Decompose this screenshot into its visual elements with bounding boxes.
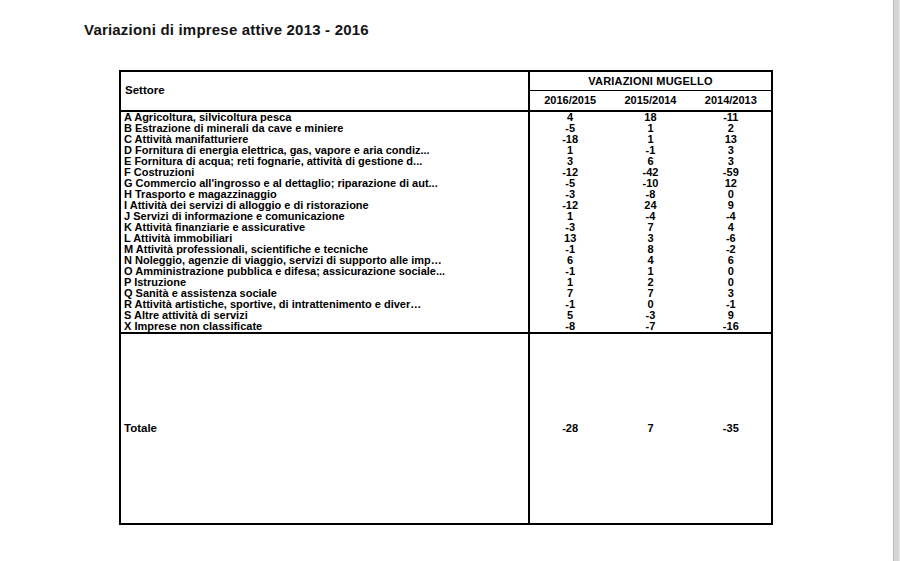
total-value: -28 [530, 423, 610, 434]
table-row: J Servizi di informazione e comunicazion… [121, 211, 771, 222]
total-label: Totale [121, 334, 530, 523]
sector-label: N Noleggio, agenzie di viaggio, servizi … [121, 255, 530, 266]
table-row: Q Sanità e assistenza sociale 7 7 3 [121, 288, 771, 299]
table-row: S Altre attività di servizi 5 -3 9 [121, 310, 771, 321]
sector-label: K Attività finanziarie e assicurative [121, 222, 530, 233]
sector-label: D Fornitura di energia elettrica, gas, v… [121, 145, 530, 156]
sector-label: B Estrazione di minerali da cave e minie… [121, 123, 530, 134]
table-row: G Commercio all'ingrosso e al dettaglio;… [121, 178, 771, 189]
sector-column-header: Settore [121, 72, 530, 110]
scrollbar-track[interactable] [893, 0, 900, 561]
sector-label: E Fornitura di acqua; reti fognarie, att… [121, 156, 530, 167]
year-column-header: 2015/2014 [610, 95, 690, 106]
table-row: C Attività manifatturiere -18 1 13 [121, 134, 771, 145]
table-row: K Attività finanziarie e assicurative -3… [121, 222, 771, 233]
table-rows: A Agricoltura, silvicoltura pesca 4 18 -… [121, 112, 771, 332]
year-column-headers: 2016/2015 2015/2014 2014/2013 [530, 91, 771, 110]
sector-label: Q Sanità e assistenza sociale [121, 288, 530, 299]
values-header-group: VARIAZIONI MUGELLO 2016/2015 2015/2014 2… [530, 72, 771, 110]
table-row: B Estrazione di minerali da cave e minie… [121, 123, 771, 134]
total-value: -35 [691, 423, 771, 434]
table-row: L Attività immobiliari 13 3 -6 [121, 233, 771, 244]
year-column-header: 2014/2013 [691, 95, 771, 106]
total-row: Totale -28 7 -35 [121, 332, 771, 523]
sector-label: M Attività professionali, scientifiche e… [121, 244, 530, 255]
sector-label: I Attività dei servizi di alloggio e di … [121, 200, 530, 211]
table-row: E Fornitura di acqua; reti fognarie, att… [121, 156, 771, 167]
sector-label: P Istruzione [121, 277, 530, 288]
sector-label: J Servizi di informazione e comunicazion… [121, 211, 530, 222]
sector-label: C Attività manifatturiere [121, 134, 530, 145]
table-row: X Imprese non classificate -8 -7 -16 [121, 321, 771, 332]
sector-label: X Imprese non classificate [121, 321, 530, 332]
sector-label: A Agricoltura, silvicoltura pesca [121, 112, 530, 123]
row-values: -8 -7 -16 [530, 321, 771, 332]
table-row: H Trasporto e magazzinaggio -3 -8 0 [121, 189, 771, 200]
value-2016-2015: -8 [530, 321, 610, 332]
table-row: A Agricoltura, silvicoltura pesca 4 18 -… [121, 112, 771, 123]
table-row: N Noleggio, agenzie di viaggio, servizi … [121, 255, 771, 266]
value-2014-2013: -16 [691, 321, 771, 332]
table-row: D Fornitura di energia elettrica, gas, v… [121, 145, 771, 156]
page-title: Variazioni di imprese attive 2013 - 2016 [84, 21, 369, 38]
table-row: M Attività professionali, scientifiche e… [121, 244, 771, 255]
sector-label: S Altre attività di servizi [121, 310, 530, 321]
value-2015-2014: -7 [610, 321, 690, 332]
table-row: F Costruzioni -12 -42 -59 [121, 167, 771, 178]
total-values: -28 7 -35 [530, 334, 771, 523]
group-header: VARIAZIONI MUGELLO [530, 72, 771, 91]
table-header: Settore VARIAZIONI MUGELLO 2016/2015 201… [121, 72, 771, 112]
total-value: 7 [610, 423, 690, 434]
table-row: I Attività dei servizi di alloggio e di … [121, 200, 771, 211]
sector-label: F Costruzioni [121, 167, 530, 178]
sector-label: O Amministrazione pubblica e difesa; ass… [121, 266, 530, 277]
table-row: P Istruzione 1 2 0 [121, 277, 771, 288]
year-column-header: 2016/2015 [530, 95, 610, 106]
sector-label: L Attività immobiliari [121, 233, 530, 244]
variazioni-table: Settore VARIAZIONI MUGELLO 2016/2015 201… [119, 70, 773, 525]
sector-label: H Trasporto e magazzinaggio [121, 189, 530, 200]
table-row: O Amministrazione pubblica e difesa; ass… [121, 266, 771, 277]
sector-label: G Commercio all'ingrosso e al dettaglio;… [121, 178, 530, 189]
table-row: R Attività artistiche, sportive, di intr… [121, 299, 771, 310]
sector-label: R Attività artistiche, sportive, di intr… [121, 299, 530, 310]
